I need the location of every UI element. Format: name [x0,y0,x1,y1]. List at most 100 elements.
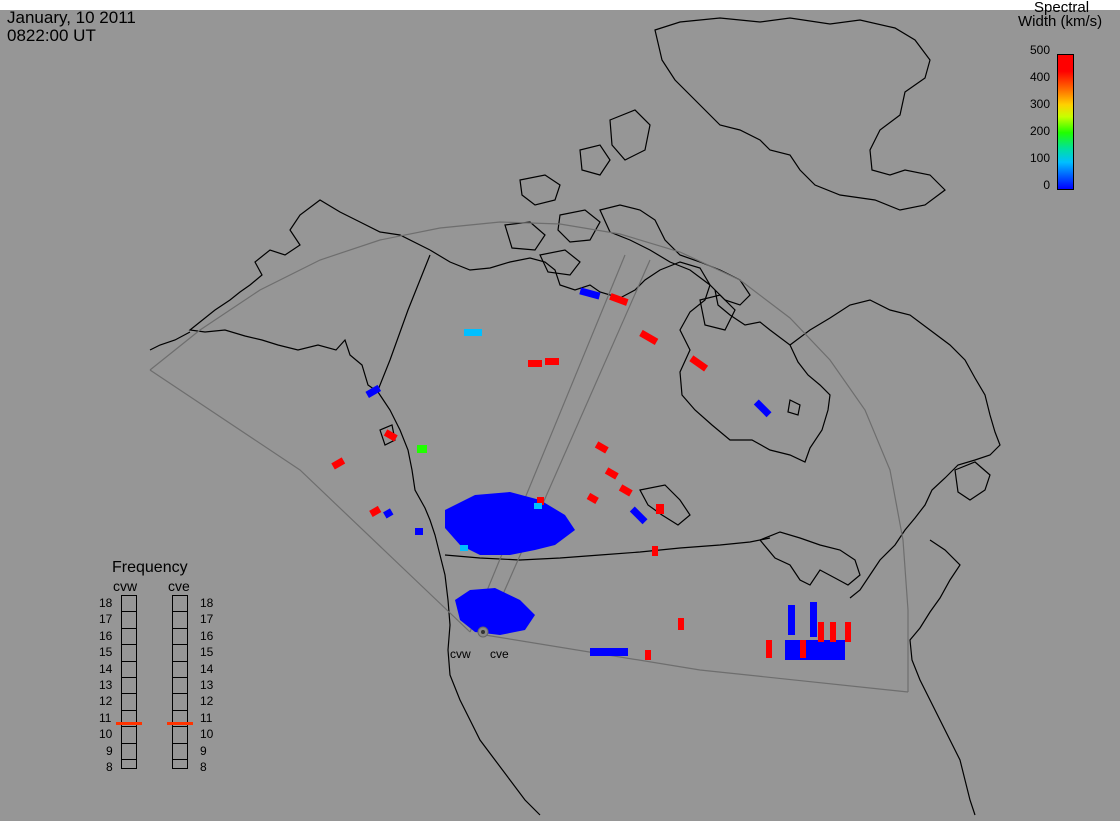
frequency-marker-cve [167,722,193,725]
frequency-level-label-cve: 14 [200,661,214,676]
frequency-level-label-cvw: 17 [99,612,113,627]
scatter-seg [604,467,619,480]
frequency-level-label-cvw: 14 [99,661,113,676]
colorbar-tick: 0 [1043,178,1050,192]
scatter-seg [464,329,482,336]
frequency-level-label-cve: 16 [200,628,214,643]
frequency-row-divider [122,759,136,760]
scatter-seg [383,429,398,442]
frequency-level-label-cve: 10 [200,727,214,742]
colorbar-tick: 200 [1029,124,1050,138]
fov-arc-outer [149,221,909,692]
scatter-seg [689,355,709,372]
colorbar-title-line1: Spectral [1034,0,1090,16]
scatter-seg [365,384,382,398]
date-label: January, 10 2011 [7,8,136,27]
frequency-row-divider [173,627,187,629]
frequency-level-label-cve: 8 [200,760,207,774]
fov-beam-cve [484,259,651,636]
frequency-level-label-cvw: 12 [99,694,113,709]
coastline-greenland [654,17,946,211]
frequency-radar-cvw: cvw [113,578,138,594]
coastlines [149,17,1001,816]
frequency-level-label-cvw: 11 [99,710,112,725]
coastline-baffin [599,204,751,306]
coastline-labrador [789,299,1001,599]
coastline-island4 [539,249,581,276]
coastline-great-lakes [759,531,861,586]
scatter-seg [545,358,559,365]
fov-outline [149,221,909,693]
radar-label-cvw: cvw [450,647,471,661]
scatter-seg [528,360,542,367]
scatter-green-segments [417,445,427,453]
scatter-seg [810,602,817,637]
frequency-level-label-cve: 13 [200,678,214,692]
frequency-level-label-cvw: 9 [106,743,113,758]
coastline-island2 [557,209,601,243]
colorbar-gradient [1057,54,1074,190]
frequency-row-divider [122,709,136,711]
scatter-seg [609,293,629,306]
scatter-cluster-near-radar [455,588,535,635]
colorbar-tick: 300 [1029,97,1050,111]
fov-west-edge [149,369,471,633]
coastline-lake [639,484,691,526]
scatter-cyan-segments [460,329,542,551]
coastline-alaska [188,199,541,816]
scatter-blue-segments [365,287,817,656]
scatter-seg [331,457,346,470]
frequency-level-label-cvw: 8 [106,760,113,774]
coastline-aleutians [149,331,191,351]
coastline-island3 [504,221,546,251]
scatter-seg [678,618,684,630]
scatter-seg [645,650,651,660]
frequency-row-divider [122,611,136,613]
scatter-seg [415,528,423,535]
frequency-title: Frequency [112,559,188,576]
scatter-cluster-bc [445,492,575,555]
frequency-row-divider [122,693,136,695]
radar-label-cve: cve [490,647,509,661]
frequency-level-label-cve: 17 [200,612,214,627]
scatter-seg [656,504,664,514]
radar-site-dot [481,630,485,634]
frequency-row-divider [173,726,187,728]
coastline-island1 [519,174,561,206]
frequency-level-label-cvw: 18 [99,596,113,610]
scatter-seg [766,640,772,658]
scatter-seg [586,492,599,504]
scatter-seg [788,605,795,635]
coastline-island7 [699,294,736,331]
colorbar-tick: 100 [1029,151,1050,165]
scatter-cluster-greatlakes-blue [785,640,845,660]
frequency-level-label-cvw: 15 [99,645,113,660]
scatter-seg [369,505,382,517]
map-background [0,10,1120,821]
frequency-row-divider [173,677,187,678]
colorbar-tick: 500 [1029,43,1050,57]
frequency-row-divider [122,726,136,728]
coastline-newfoundland [954,461,991,501]
frequency-level-label-cve: 12 [200,694,214,709]
scatter-seg [618,484,633,497]
coastline-island5 [609,109,651,161]
frequency-row-divider [122,644,136,646]
scatter-seg [800,640,806,658]
frequency-row-divider [122,660,136,662]
frequency-level-label-cve: 18 [200,596,214,610]
scatter-seg [639,329,659,345]
frequency-column-cvw [121,595,137,769]
radar-sites [477,626,489,638]
frequency-level-label-cvw: 13 [99,678,113,692]
scatter-seg [383,508,394,519]
coastline-island6 [579,144,611,176]
frequency-column-cve [172,595,188,769]
frequency-row-divider [173,660,187,662]
frequency-level-label-cve: 15 [200,645,214,660]
coastline-arctic [429,249,831,463]
scatter-seg [460,545,468,551]
frequency-marker-cvw [116,722,142,725]
fov-south-edge [484,634,909,693]
